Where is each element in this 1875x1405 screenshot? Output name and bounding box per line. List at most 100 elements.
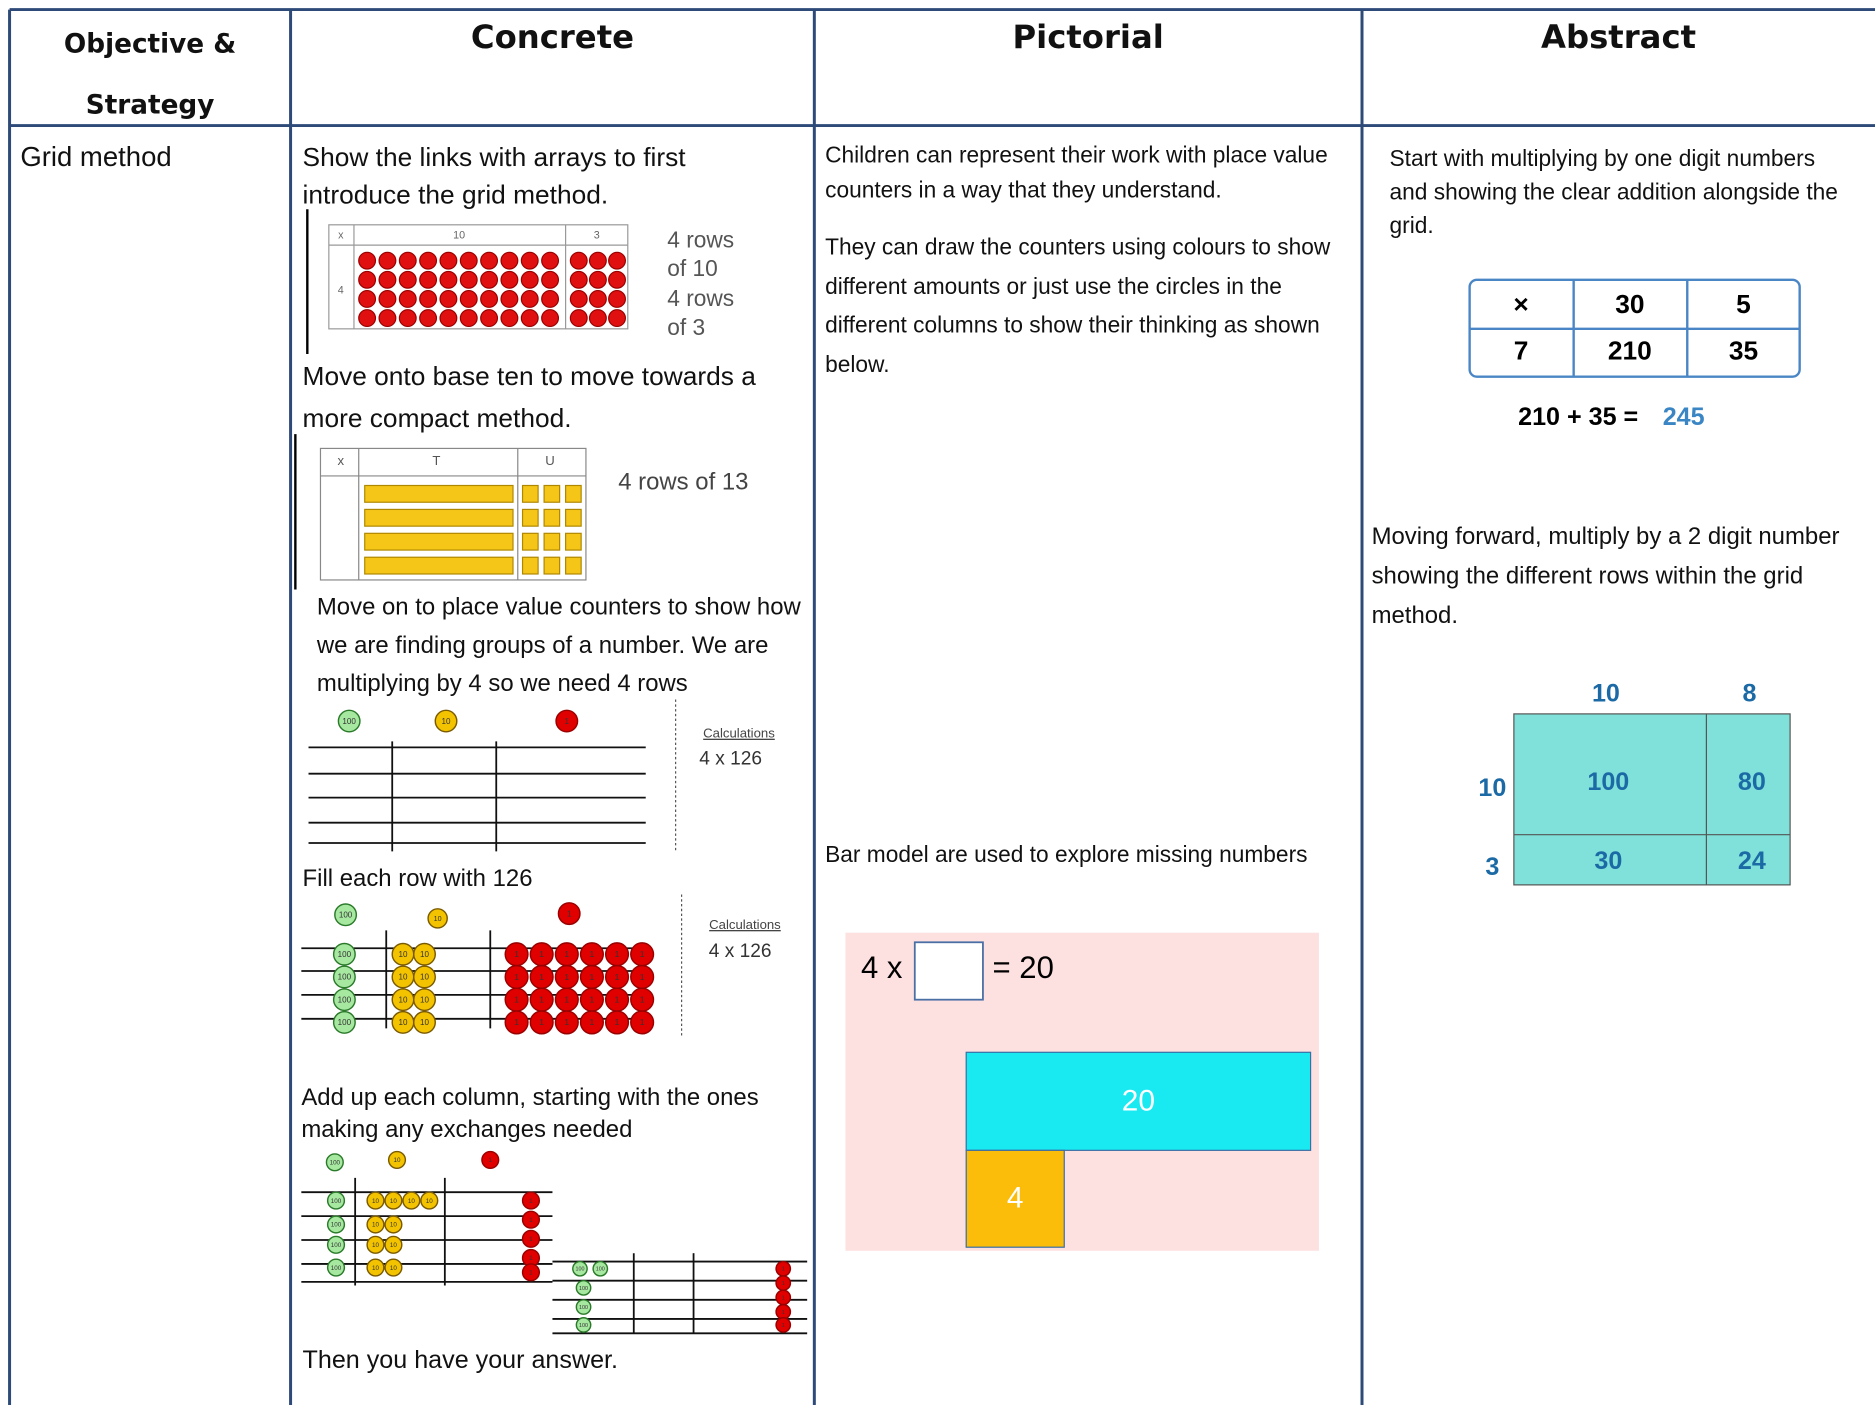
dot [608,270,626,289]
dot [480,270,499,289]
counter [366,1258,385,1277]
counter [521,1210,541,1229]
counter-label: 100 [338,973,352,982]
unit-cube [565,532,582,551]
dot [500,309,519,328]
counter [557,902,581,926]
base-ten-caption: 4 rows of 13 [618,468,748,495]
array-row-label: 4 [338,284,344,296]
counter-label: 1 [590,1017,595,1027]
counter-label: 100 [331,1242,342,1249]
unit-cube [521,508,539,527]
bar-text: Bar model are used to explore missing nu… [825,843,1308,869]
dot [569,270,588,289]
counter-label: 1 [564,972,569,982]
dot [541,309,560,328]
counter-label: 1 [529,1270,533,1277]
abstract-text1: Start with multiplying by one digit numb… [1389,147,1838,240]
counter [384,1215,403,1234]
dot [520,289,539,308]
counter-label: 100 [331,1198,342,1205]
counter-label: 10 [420,950,429,959]
counter-label: 1 [514,995,519,1005]
grid2-column: 10 [1592,679,1620,707]
bar-part [965,1149,1065,1248]
counter-label: 10 [390,1222,397,1229]
dot [588,309,607,328]
counter-label: 1 [782,1295,785,1301]
dot [520,270,539,289]
counter-label: 10 [420,973,429,982]
unit-cube [543,508,561,527]
counter-label: 100 [338,1018,352,1027]
dot [398,289,417,308]
counter-label: 1 [514,1017,519,1027]
counter-label: 1 [590,995,595,1005]
counter-label: 1 [640,1017,645,1027]
counter [575,1279,592,1296]
dot [378,289,397,308]
counter-label: 1 [529,1255,533,1262]
calc: 4 x 126 [709,941,772,962]
counter [402,1191,421,1210]
counter-label: 1 [615,972,620,982]
bar-right: = 20 [993,950,1054,985]
unit-cube [543,484,561,503]
dot [569,289,588,308]
ten-rod [364,532,514,551]
bar-whole-label: 20 [1122,1084,1155,1117]
unit-cube [521,532,539,551]
dot [378,309,397,328]
dot [569,251,588,270]
pictorial-text2: They can draw the counters using colours… [825,235,1331,378]
array-header: 10 [453,229,465,241]
counter [575,1299,592,1315]
dot [520,309,539,328]
dot [569,309,588,328]
counter-label: 1 [782,1323,785,1329]
counter [592,1260,609,1277]
grid2-frame [1513,713,1791,886]
bar-part-label: 4 [1007,1181,1024,1214]
base-ten-text: Move onto base ten to move towards a mor… [302,361,756,433]
counter [413,965,436,989]
counter [575,1317,592,1333]
dot [419,309,438,328]
counter-label: 10 [420,995,429,1004]
calc: 4 x 126 [699,748,762,769]
counter-label: 1 [565,717,570,726]
counter-label: 1 [564,1017,569,1027]
array-frame [328,224,629,330]
dot [480,309,499,328]
dot [398,309,417,328]
counter-label: 100 [338,950,352,959]
counter-label: 1 [640,995,645,1005]
counter [366,1215,385,1234]
ten-rod [364,484,514,503]
header-pictorial: Pictorial [1012,19,1164,57]
array-caption: 4 rows [667,227,734,253]
counter-label: 100 [331,1222,342,1229]
unit-cube [521,484,539,503]
grid1-cell: 210 [1608,336,1652,366]
counter [366,1235,385,1254]
array-caption: 4 rows [667,285,734,311]
counter [504,1010,529,1035]
grid2-cells: 10 8 10 100 80 3 30 24 [1478,679,1765,880]
counter-label: 1 [615,1017,620,1027]
counter-label: 10 [372,1198,379,1205]
counter [521,1191,541,1210]
counter [413,1010,436,1034]
grid2-cell: 24 [1738,847,1766,875]
counter-label: 10 [372,1242,379,1249]
counter [572,1260,588,1277]
dot [541,270,560,289]
fill-text: Fill each row with 126 [302,865,533,893]
dot [378,270,397,289]
counter-label: 10 [390,1198,397,1205]
bar-whole [965,1051,1312,1151]
counter-label: 10 [390,1242,397,1249]
dot [439,251,458,270]
